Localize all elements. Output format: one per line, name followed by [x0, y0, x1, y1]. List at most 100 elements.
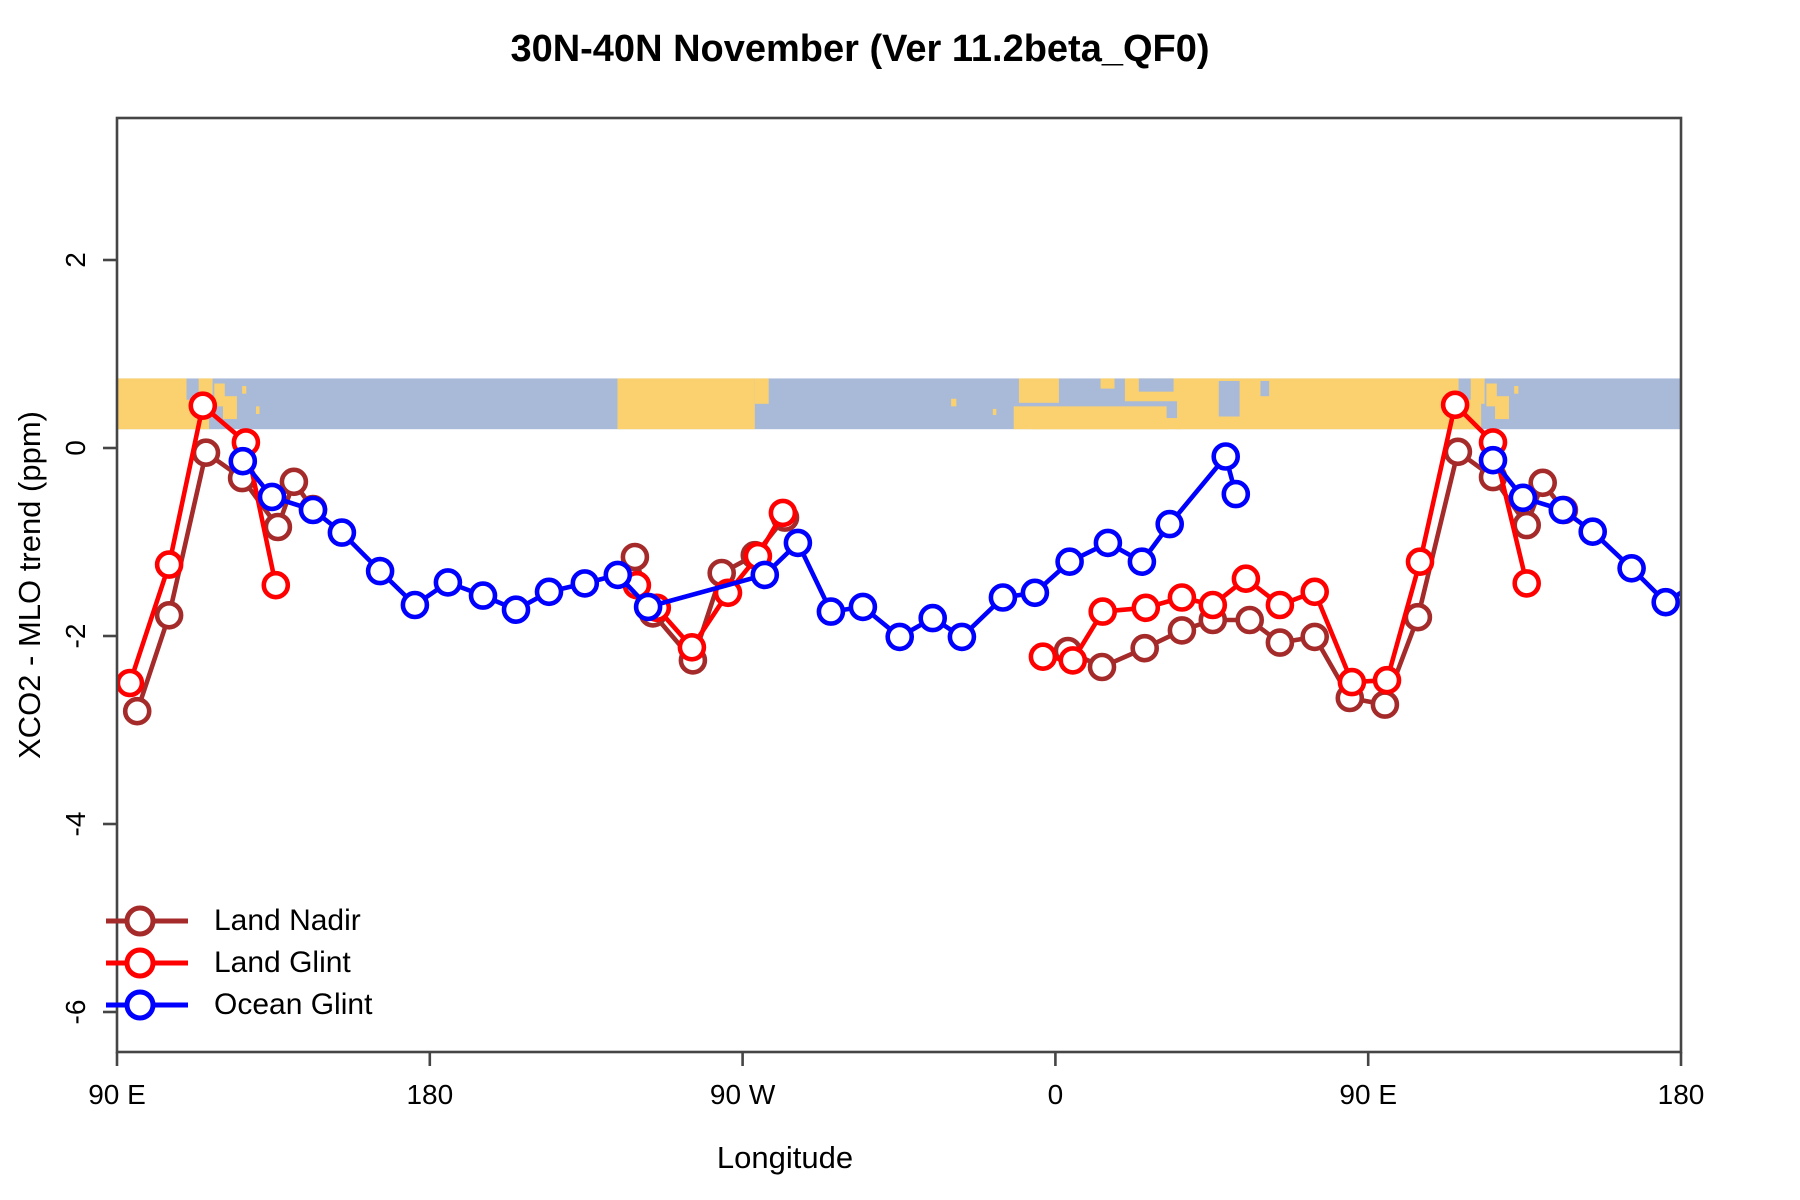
data-point-ocean-glint	[783, 528, 813, 558]
data-point-ocean-glint	[534, 577, 564, 607]
data-point-ocean-glint	[816, 597, 846, 626]
data-point-land-glint	[1058, 646, 1088, 675]
data-point-land-nadir	[191, 438, 221, 468]
map-land-shape	[1100, 378, 1115, 389]
map-land-shape	[256, 406, 260, 414]
data-point-ocean-glint	[257, 482, 287, 512]
data-point-ocean-glint	[1020, 578, 1050, 608]
chart-title: 30N-40N November (Ver 11.2beta_QF0)	[510, 28, 1210, 70]
map-land-shape	[1470, 378, 1485, 404]
data-point-land-nadir	[279, 467, 309, 497]
map-sea-shape	[1260, 380, 1270, 397]
data-point-ocean-glint	[400, 590, 430, 620]
data-point-ocean-glint	[1055, 547, 1084, 577]
map-land-shape	[214, 383, 225, 407]
legend-label-ocean-glint: Ocean Glint	[214, 988, 373, 1021]
data-point-ocean-glint	[1211, 442, 1240, 471]
data-point-ocean-glint	[1578, 517, 1607, 547]
data-point-land-glint	[1265, 590, 1295, 620]
y-tick-label: 0	[60, 440, 91, 456]
data-point-land-glint	[154, 550, 184, 579]
legend: Land Nadir Land Glint Ocean Glint	[106, 900, 372, 1026]
data-point-land-nadir	[1087, 652, 1117, 682]
data-point-ocean-glint	[603, 560, 633, 590]
data-point-ocean-glint	[1155, 509, 1184, 539]
data-point-land-nadir	[1370, 690, 1400, 719]
data-point-ocean-glint	[1617, 553, 1646, 583]
map-land-shape	[117, 378, 187, 430]
x-tick-label: 90 E	[1339, 1079, 1397, 1110]
map-land-shape	[1495, 396, 1509, 420]
data-point-ocean-glint	[1093, 528, 1123, 558]
map-sea-shape	[1138, 378, 1174, 392]
data-point-ocean-glint	[1651, 587, 1680, 617]
data-point-land-nadir	[1300, 622, 1329, 652]
data-point-land-glint	[1167, 583, 1197, 612]
legend-item-ocean-glint: Ocean Glint	[106, 984, 372, 1026]
data-point-ocean-glint	[365, 556, 395, 586]
y-tick-label: -6	[60, 1000, 91, 1025]
land-nadir-swatch-icon	[106, 905, 188, 937]
series-ocean-glint	[228, 442, 1710, 652]
legend-label-land-glint: Land Glint	[214, 946, 351, 979]
data-point-land-nadir	[1167, 616, 1197, 645]
map-land-shape	[1031, 418, 1181, 430]
map-land-shape	[951, 398, 957, 407]
map-land-shape	[1018, 378, 1059, 403]
ocean-glint-swatch-icon	[106, 989, 188, 1021]
data-point-ocean-glint	[1127, 547, 1157, 577]
y-axis-title: XCO2 - MLO trend (ppm)	[12, 411, 47, 759]
data-point-land-glint	[1131, 593, 1161, 623]
map-land-shape	[992, 408, 997, 415]
map-sea-shape	[1218, 380, 1240, 417]
data-point-land-glint	[1405, 547, 1435, 577]
data-point-ocean-glint	[885, 622, 915, 652]
data-point-land-glint	[768, 498, 798, 528]
data-point-land-glint	[1198, 590, 1228, 620]
data-point-land-glint	[188, 391, 218, 421]
data-point-ocean-glint	[947, 622, 977, 652]
data-point-ocean-glint	[1548, 495, 1578, 525]
data-point-land-glint	[1231, 564, 1261, 594]
data-point-land-glint	[1300, 577, 1329, 607]
legend-label-land-nadir: Land Nadir	[214, 904, 361, 937]
map-land-shape	[1486, 383, 1497, 407]
data-point-ocean-glint	[1478, 445, 1508, 475]
x-tick-label: 90 E	[88, 1079, 146, 1110]
x-tick-label: 0	[1048, 1079, 1064, 1110]
land-glint-swatch-icon	[106, 947, 188, 979]
data-point-land-nadir	[1403, 602, 1433, 632]
data-point-land-nadir	[1130, 633, 1159, 663]
data-point-land-glint	[1372, 665, 1402, 695]
data-point-ocean-glint	[228, 446, 258, 476]
data-point-land-nadir	[620, 542, 650, 572]
x-tick-label: 180	[1658, 1079, 1705, 1110]
map-land-shape	[754, 378, 769, 404]
series-land-glint	[117, 390, 1541, 698]
data-point-ocean-glint	[468, 581, 498, 610]
data-point-ocean-glint	[501, 595, 531, 625]
map-land-shape	[242, 386, 247, 394]
data-point-land-nadir	[154, 600, 184, 630]
data-point-land-nadir	[263, 512, 293, 542]
data-point-ocean-glint	[1686, 570, 1710, 594]
data-point-ocean-glint	[848, 592, 878, 622]
series-line-ocean-glint	[241, 454, 1239, 640]
data-point-ocean-glint	[1221, 479, 1251, 509]
y-tick-label: 2	[60, 252, 91, 268]
data-point-land-glint	[261, 570, 291, 600]
map-land-shape	[1514, 386, 1519, 394]
data-point-land-glint	[1337, 667, 1367, 697]
data-point-land-glint	[1440, 390, 1470, 420]
y-tick-label: -4	[60, 812, 91, 837]
legend-item-land-nadir: Land Nadir	[106, 900, 372, 942]
data-point-ocean-glint	[988, 583, 1018, 612]
data-point-land-glint	[1028, 642, 1058, 672]
y-tick-label: -2	[60, 624, 91, 649]
data-point-land-nadir	[1443, 437, 1473, 467]
data-point-ocean-glint	[1508, 483, 1538, 513]
data-point-land-glint	[117, 668, 145, 698]
data-point-ocean-glint	[433, 568, 463, 597]
data-point-ocean-glint	[327, 518, 357, 547]
